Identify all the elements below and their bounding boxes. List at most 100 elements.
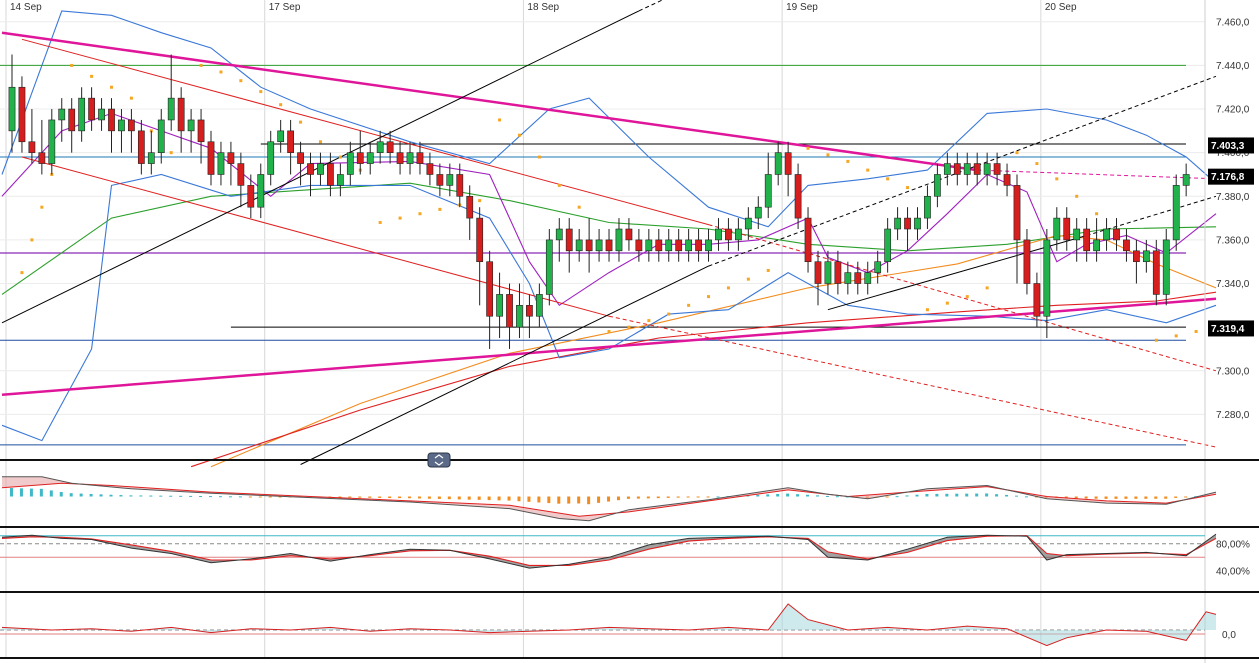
candle[interactable]: [605, 229, 613, 262]
candle[interactable]: [207, 130, 215, 186]
candle[interactable]: [685, 229, 693, 262]
trendline[interactable]: [1, 297, 1217, 397]
candle[interactable]: [1133, 239, 1140, 284]
candle[interactable]: [725, 218, 732, 251]
candle[interactable]: [983, 152, 991, 186]
candle[interactable]: [625, 218, 633, 251]
candle[interactable]: [257, 163, 265, 219]
candle[interactable]: [18, 76, 26, 153]
candle[interactable]: [1152, 239, 1160, 306]
candle[interactable]: [1162, 229, 1170, 306]
candle[interactable]: [1093, 218, 1100, 262]
candle[interactable]: [655, 229, 663, 262]
candle[interactable]: [227, 141, 235, 186]
candle[interactable]: [993, 152, 1001, 186]
candle[interactable]: [963, 152, 971, 186]
trendline[interactable]: [608, 315, 1217, 448]
candle[interactable]: [396, 141, 404, 175]
candle[interactable]: [824, 250, 832, 295]
candle[interactable]: [934, 163, 941, 208]
candle[interactable]: [575, 229, 583, 262]
candle[interactable]: [943, 152, 951, 186]
candle[interactable]: [506, 283, 513, 349]
candle[interactable]: [665, 229, 673, 262]
trendline[interactable]: [21, 156, 610, 317]
trendline[interactable]: [300, 265, 709, 465]
candle[interactable]: [615, 218, 623, 262]
candle[interactable]: [894, 207, 901, 240]
candle[interactable]: [217, 141, 225, 186]
candle[interactable]: [247, 174, 255, 219]
candle[interactable]: [277, 119, 285, 153]
candle[interactable]: [267, 130, 275, 186]
candle[interactable]: [336, 163, 344, 197]
candle[interactable]: [297, 141, 304, 186]
candle[interactable]: [366, 141, 374, 175]
candle[interactable]: [1182, 163, 1190, 197]
candle[interactable]: [864, 261, 872, 295]
trendline[interactable]: [21, 38, 709, 226]
candle[interactable]: [147, 130, 155, 175]
candle[interactable]: [58, 98, 66, 142]
candle[interactable]: [68, 98, 76, 153]
candle[interactable]: [386, 130, 394, 164]
candle[interactable]: [28, 109, 36, 164]
candle[interactable]: [1142, 239, 1150, 273]
candle[interactable]: [535, 283, 543, 328]
candle[interactable]: [1003, 163, 1011, 197]
candle[interactable]: [705, 229, 712, 262]
candle[interactable]: [784, 141, 792, 197]
candle[interactable]: [884, 218, 892, 273]
candle[interactable]: [1123, 229, 1130, 262]
candle[interactable]: [1063, 207, 1071, 251]
candle[interactable]: [426, 152, 434, 186]
candle[interactable]: [794, 163, 802, 229]
candle[interactable]: [1033, 272, 1041, 328]
candle[interactable]: [157, 109, 165, 164]
candle[interactable]: [1073, 218, 1081, 262]
candle[interactable]: [486, 250, 494, 349]
candle[interactable]: [98, 98, 105, 131]
candle[interactable]: [844, 261, 852, 295]
candle[interactable]: [565, 218, 573, 273]
candle[interactable]: [118, 109, 125, 153]
candle[interactable]: [834, 250, 842, 295]
candle[interactable]: [715, 218, 722, 251]
candle[interactable]: [456, 163, 464, 208]
candle[interactable]: [804, 207, 812, 273]
candle[interactable]: [78, 87, 86, 142]
candle[interactable]: [754, 196, 762, 229]
candle[interactable]: [48, 109, 56, 175]
candle[interactable]: [814, 250, 822, 306]
candle[interactable]: [167, 54, 175, 131]
trendline[interactable]: [708, 75, 1217, 267]
candle[interactable]: [307, 152, 314, 197]
candle[interactable]: [545, 229, 553, 306]
candle[interactable]: [88, 87, 95, 131]
candle[interactable]: [197, 109, 205, 164]
candle[interactable]: [38, 119, 46, 175]
candle[interactable]: [516, 283, 523, 339]
candle[interactable]: [356, 130, 364, 175]
candle[interactable]: [953, 152, 961, 186]
candle[interactable]: [376, 130, 384, 164]
candle[interactable]: [416, 141, 424, 175]
candle[interactable]: [695, 229, 702, 262]
candle[interactable]: [904, 207, 911, 251]
candle[interactable]: [1103, 218, 1110, 251]
candle[interactable]: [327, 152, 334, 197]
candle[interactable]: [287, 119, 294, 175]
candle[interactable]: [346, 141, 354, 186]
candle[interactable]: [137, 119, 145, 175]
pane-resize-handle[interactable]: [427, 452, 451, 468]
candle[interactable]: [744, 207, 752, 240]
candle[interactable]: [924, 185, 931, 229]
candle[interactable]: [108, 98, 115, 153]
candle[interactable]: [1113, 218, 1120, 251]
trendline[interactable]: [638, 0, 719, 12]
candle[interactable]: [635, 229, 643, 262]
trendline[interactable]: [1, 31, 978, 172]
candle[interactable]: [645, 229, 653, 262]
candle[interactable]: [128, 109, 135, 153]
